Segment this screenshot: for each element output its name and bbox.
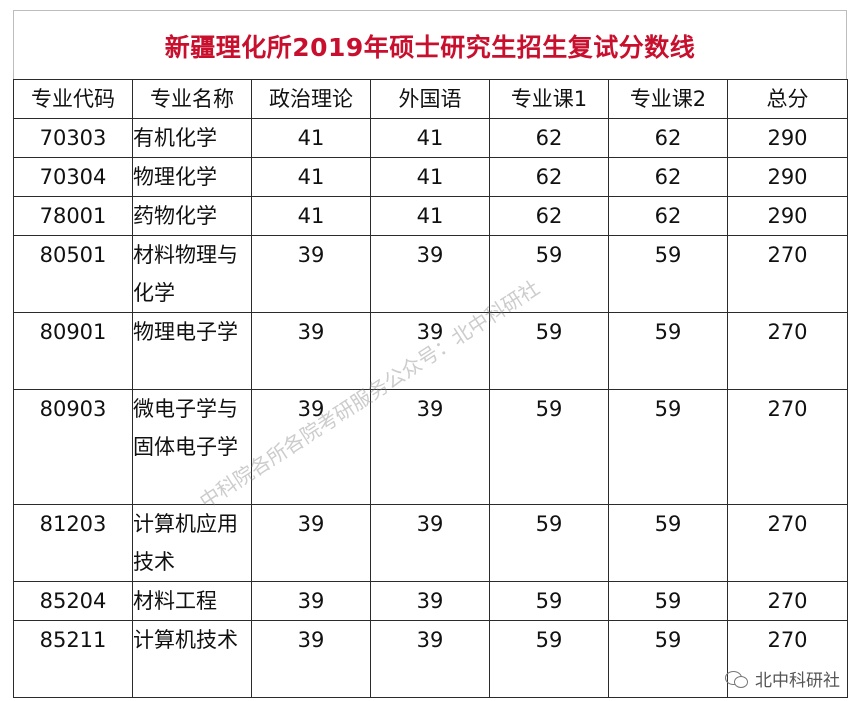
cell-course1: 59	[489, 581, 609, 621]
cell-course2: 62	[608, 157, 728, 197]
page-title: 新疆理化所2019年硕士研究生招生复试分数线	[164, 32, 696, 62]
cell-politics: 39	[251, 389, 371, 505]
cell-course2: 59	[608, 581, 728, 621]
cell-course2: 59	[608, 235, 728, 313]
cell-language: 39	[370, 620, 490, 698]
table-row: 70304 物理化学 41 41 62 62 290	[13, 157, 848, 197]
cell-course2: 62	[608, 196, 728, 236]
cell-total: 290	[727, 118, 848, 158]
cell-course2: 59	[608, 504, 728, 582]
header-course2: 专业课2	[608, 79, 728, 119]
cell-code: 80901	[13, 312, 133, 390]
cell-code: 80501	[13, 235, 133, 313]
header-row: 专业代码 专业名称 政治理论 外国语 专业课1 专业课2 总分	[13, 79, 848, 119]
cell-language: 39	[370, 504, 490, 582]
score-table: 专业代码 专业名称 政治理论 外国语 专业课1 专业课2 总分 70303 有机化…	[13, 79, 848, 698]
cell-name: 有机化学	[132, 118, 252, 158]
table-row: 78001 药物化学 41 41 62 62 290	[13, 196, 848, 236]
cell-course2: 62	[608, 118, 728, 158]
cell-course1: 62	[489, 196, 609, 236]
wechat-badge: 北中科研社	[725, 666, 840, 691]
title-bar: 新疆理化所2019年硕士研究生招生复试分数线	[13, 10, 847, 80]
wechat-icon	[725, 669, 749, 689]
table-row: 80501 材料物理与化学 39 39 59 59 270	[13, 235, 848, 313]
cell-code: 80903	[13, 389, 133, 505]
cell-course1: 59	[489, 620, 609, 698]
table-row: 85211 计算机技术 39 39 59 59 270	[13, 620, 848, 698]
cell-language: 41	[370, 157, 490, 197]
table-row: 81203 计算机应用技术 39 39 59 59 270	[13, 504, 848, 582]
header-politics: 政治理论	[251, 79, 371, 119]
cell-politics: 39	[251, 581, 371, 621]
cell-course1: 59	[489, 504, 609, 582]
cell-total: 270	[727, 235, 848, 313]
cell-code: 85211	[13, 620, 133, 698]
cell-politics: 39	[251, 504, 371, 582]
cell-name: 材料工程	[132, 581, 252, 621]
cell-politics: 39	[251, 620, 371, 698]
cell-code: 78001	[13, 196, 133, 236]
cell-language: 39	[370, 581, 490, 621]
cell-code: 81203	[13, 504, 133, 582]
cell-code: 70303	[13, 118, 133, 158]
header-name: 专业名称	[132, 79, 252, 119]
cell-course1: 59	[489, 389, 609, 505]
cell-name: 材料物理与化学	[132, 235, 252, 313]
cell-course1: 59	[489, 235, 609, 313]
header-course1: 专业课1	[489, 79, 609, 119]
header-total: 总分	[727, 79, 848, 119]
table-row: 70303 有机化学 41 41 62 62 290	[13, 118, 848, 158]
cell-course2: 59	[608, 620, 728, 698]
score-sheet: 新疆理化所2019年硕士研究生招生复试分数线 专业代码 专业名称 政治理论 外国…	[13, 10, 848, 698]
cell-total: 270	[727, 620, 848, 698]
cell-politics: 41	[251, 157, 371, 197]
table-row: 80901 物理电子学 39 39 59 59 270	[13, 312, 848, 390]
header-code: 专业代码	[13, 79, 133, 119]
cell-name: 物理电子学	[132, 312, 252, 390]
cell-total: 270	[727, 312, 848, 390]
cell-code: 85204	[13, 581, 133, 621]
cell-name: 微电子学与固体电子学	[132, 389, 252, 505]
cell-total: 270	[727, 581, 848, 621]
cell-course2: 59	[608, 389, 728, 505]
cell-course1: 62	[489, 118, 609, 158]
cell-total: 270	[727, 389, 848, 505]
cell-politics: 41	[251, 196, 371, 236]
wechat-label: 北中科研社	[755, 671, 840, 691]
cell-politics: 39	[251, 235, 371, 313]
table-row: 80903 微电子学与固体电子学 39 39 59 59 270	[13, 389, 848, 505]
cell-total: 270	[727, 504, 848, 582]
cell-politics: 41	[251, 118, 371, 158]
cell-total: 290	[727, 157, 848, 197]
cell-total: 290	[727, 196, 848, 236]
cell-course1: 62	[489, 157, 609, 197]
cell-course2: 59	[608, 312, 728, 390]
cell-code: 70304	[13, 157, 133, 197]
cell-course1: 59	[489, 312, 609, 390]
cell-politics: 39	[251, 312, 371, 390]
cell-language: 39	[370, 312, 490, 390]
cell-language: 39	[370, 389, 490, 505]
cell-name: 计算机应用技术	[132, 504, 252, 582]
header-language: 外国语	[370, 79, 490, 119]
cell-name: 计算机技术	[132, 620, 252, 698]
cell-name: 物理化学	[132, 157, 252, 197]
cell-language: 41	[370, 118, 490, 158]
cell-language: 39	[370, 235, 490, 313]
cell-name: 药物化学	[132, 196, 252, 236]
table-row: 85204 材料工程 39 39 59 59 270	[13, 581, 848, 621]
cell-language: 41	[370, 196, 490, 236]
